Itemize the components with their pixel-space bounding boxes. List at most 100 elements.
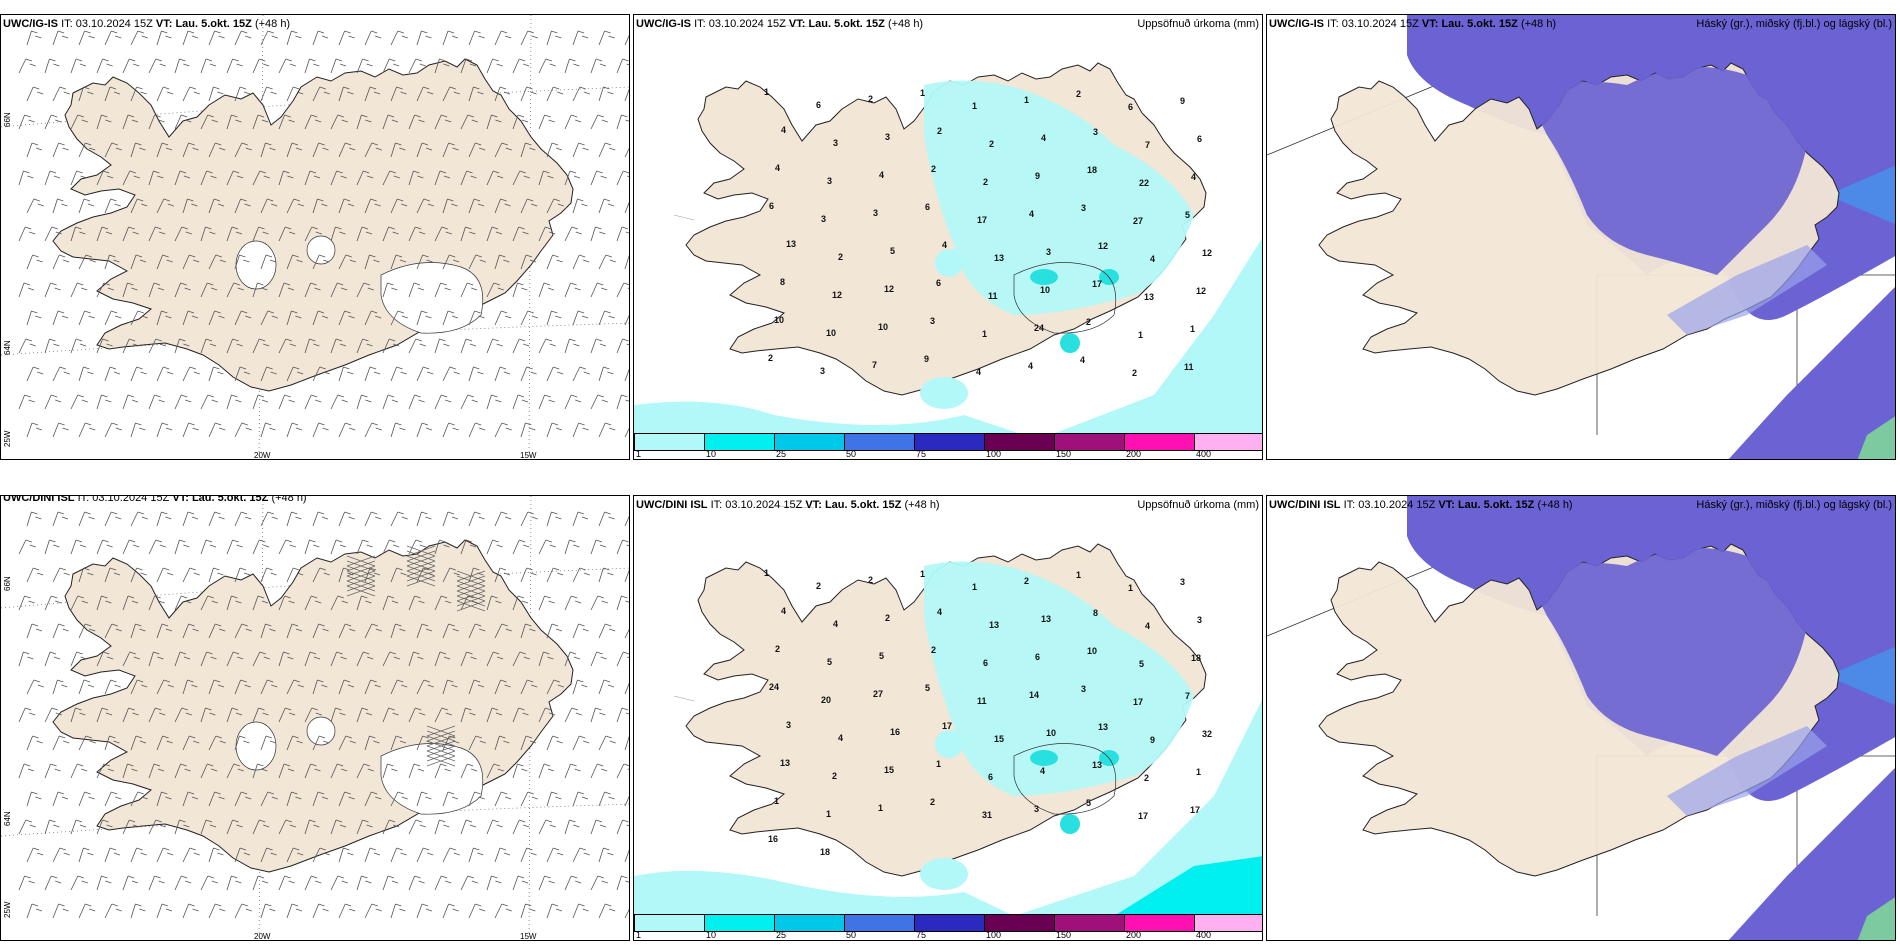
wind-barb: [78, 847, 94, 863]
precip-value-label: 11: [977, 696, 987, 706]
wind-barb: [624, 569, 629, 583]
cloud-area-high-over-land: [1527, 67, 1807, 275]
lat-label-66n: 66N: [3, 576, 12, 591]
wind-barb: [44, 170, 61, 186]
wind-barb: [390, 679, 408, 695]
wind-barb: [624, 628, 629, 639]
wind-barb: [312, 86, 330, 102]
precip-area-core: [1030, 269, 1058, 285]
scale-tick-label: 25: [776, 930, 787, 940]
wind-barb: [468, 422, 486, 438]
wind-barb: [104, 86, 121, 102]
precip-value-label: 5: [827, 657, 832, 667]
wind-barb: [416, 142, 433, 158]
wind-barb: [130, 791, 148, 807]
wind-barb: [156, 366, 174, 382]
wind-barb: [70, 707, 86, 723]
precip-value-label: 2: [1086, 317, 1091, 327]
wind-barb: [18, 394, 35, 410]
glacier-langjokull: [235, 721, 277, 771]
wind-barb: [590, 875, 608, 891]
wind-barb: [200, 170, 217, 186]
wind-barb: [598, 903, 616, 919]
wind-barb: [278, 338, 296, 354]
hatch-line: [346, 570, 376, 582]
wind-barb: [148, 58, 166, 74]
wind-barb: [520, 86, 537, 102]
wind-barb: [572, 198, 588, 214]
wind-barb: [434, 338, 450, 354]
lat-label-25w: 25W: [3, 901, 12, 918]
wind-barb: [182, 735, 200, 751]
wind-barb: [96, 226, 113, 242]
wind-barb: [26, 623, 43, 639]
wind-barb: [468, 623, 486, 639]
wind-barb: [460, 539, 477, 555]
hatch-line: [346, 560, 376, 572]
wind-barb: [364, 791, 382, 807]
wind-barb: [174, 338, 190, 354]
wind-barb: [520, 735, 537, 751]
wind-barb: [520, 254, 537, 270]
precip-value-label: 3: [1197, 615, 1202, 625]
wind-barb: [616, 58, 629, 74]
wind-barb: [364, 30, 382, 46]
wind-barb: [486, 226, 503, 242]
hatch-line: [456, 575, 486, 587]
wind-barb: [260, 30, 278, 46]
wind-barb: [390, 567, 407, 583]
precip-value-label: 13: [989, 620, 999, 630]
precip-value-label: 13: [780, 758, 790, 768]
wind-barb: [330, 114, 348, 130]
precip-value-label: 12: [1196, 286, 1206, 296]
wind-barb: [356, 539, 373, 555]
wind-barb: [598, 30, 615, 46]
wind-barb: [200, 114, 218, 130]
wind-barb: [208, 567, 224, 583]
wind-barb: [234, 198, 251, 214]
wind-barb: [174, 595, 192, 611]
wind-barb: [208, 422, 226, 438]
wind-barb: [330, 819, 347, 835]
wind-barb: [26, 366, 44, 382]
wind-barb: [494, 511, 512, 527]
panel-subtitle: Háský (gr.), miðský (fj.bl.) og lágský (…: [1696, 18, 1892, 30]
precip-value-label: 10: [1040, 285, 1050, 295]
wind-barb: [252, 394, 269, 410]
wind-barb: [174, 58, 190, 74]
wind-barb: [18, 58, 36, 74]
precip-value-label: 9: [1150, 735, 1155, 745]
wind-barb: [382, 170, 400, 186]
wind-barb: [598, 366, 614, 382]
wind-barb: [624, 254, 629, 270]
wind-barb: [494, 366, 511, 382]
scale-tick-label: 200: [1126, 449, 1142, 459]
wind-barb: [408, 394, 425, 410]
panel-title: UWC/DINI ISL IT: 03.10.2024 15Z VT: Lau.…: [636, 499, 940, 511]
wind-barb: [460, 338, 477, 354]
wind-barb: [598, 310, 615, 326]
coast-detail: [673, 24, 815, 221]
precip-area-ocean: [634, 870, 1014, 916]
wind-barb: [312, 198, 328, 214]
precip-value-label: 13: [1098, 722, 1108, 732]
wind-barb: [416, 198, 434, 214]
wind-barb: [148, 763, 165, 779]
scale-tick-label: 400: [1196, 449, 1212, 459]
precip-value-label: 11: [988, 291, 998, 301]
wind-barb: [564, 707, 582, 723]
wind-barb: [572, 422, 589, 438]
hatch-line: [426, 725, 456, 737]
wind-barb: [226, 170, 244, 186]
wind-barb: [416, 903, 433, 919]
wind-barb: [156, 30, 172, 46]
wind-barb: [312, 735, 330, 751]
wind-barb: [590, 282, 608, 298]
precip-value-label: 1: [878, 803, 883, 813]
wind-barb: [390, 310, 408, 326]
precip-area-heavy: [1114, 856, 1262, 916]
wind-barb: [590, 819, 607, 835]
wind-barb: [538, 114, 555, 130]
wind-barb: [468, 142, 486, 158]
wind-barb: [434, 707, 452, 723]
